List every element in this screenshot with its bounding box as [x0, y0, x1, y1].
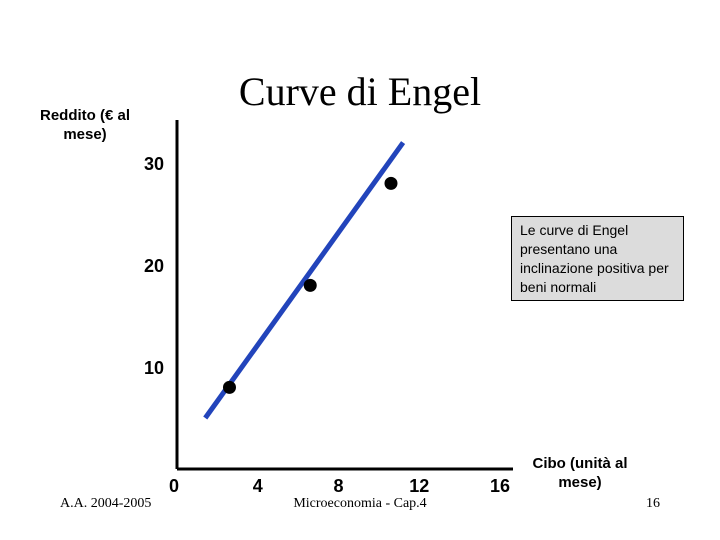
- y-axis-label: Reddito (€ al mese): [39, 107, 130, 143]
- data-point: [384, 176, 398, 190]
- x-tick-label: 12: [409, 476, 429, 496]
- x-tick-label: 16: [490, 476, 510, 496]
- x-tick-label: 8: [333, 476, 343, 496]
- footer-academic-year: A.A. 2004-2005: [60, 496, 152, 511]
- x-tick-label: 0: [169, 476, 179, 496]
- data-point: [222, 380, 236, 394]
- page-number: 16: [646, 496, 660, 511]
- y-tick-label: 10: [144, 358, 164, 378]
- x-axis-label: Cibo (unità al mese): [532, 455, 628, 491]
- y-tick-label: 20: [144, 256, 164, 276]
- data-point: [303, 278, 317, 292]
- engel-curve-line: [203, 141, 406, 420]
- y-tick-label: 30: [144, 154, 164, 174]
- annotation-box: Le curve di Engel presentano una inclina…: [511, 216, 684, 301]
- footer-course: Microeconomia - Cap.4: [293, 496, 427, 511]
- slide-title: Curve di Engel: [238, 69, 482, 114]
- x-tick-label: 4: [253, 476, 263, 496]
